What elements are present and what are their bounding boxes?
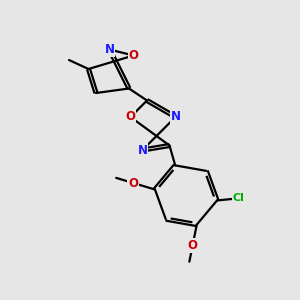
Text: N: N (137, 143, 148, 157)
Text: O: O (128, 177, 138, 190)
Text: Cl: Cl (232, 193, 244, 203)
Text: O: O (188, 239, 198, 252)
Text: N: N (104, 43, 115, 56)
Text: N: N (170, 110, 181, 124)
Text: O: O (125, 110, 136, 124)
Text: O: O (128, 49, 139, 62)
